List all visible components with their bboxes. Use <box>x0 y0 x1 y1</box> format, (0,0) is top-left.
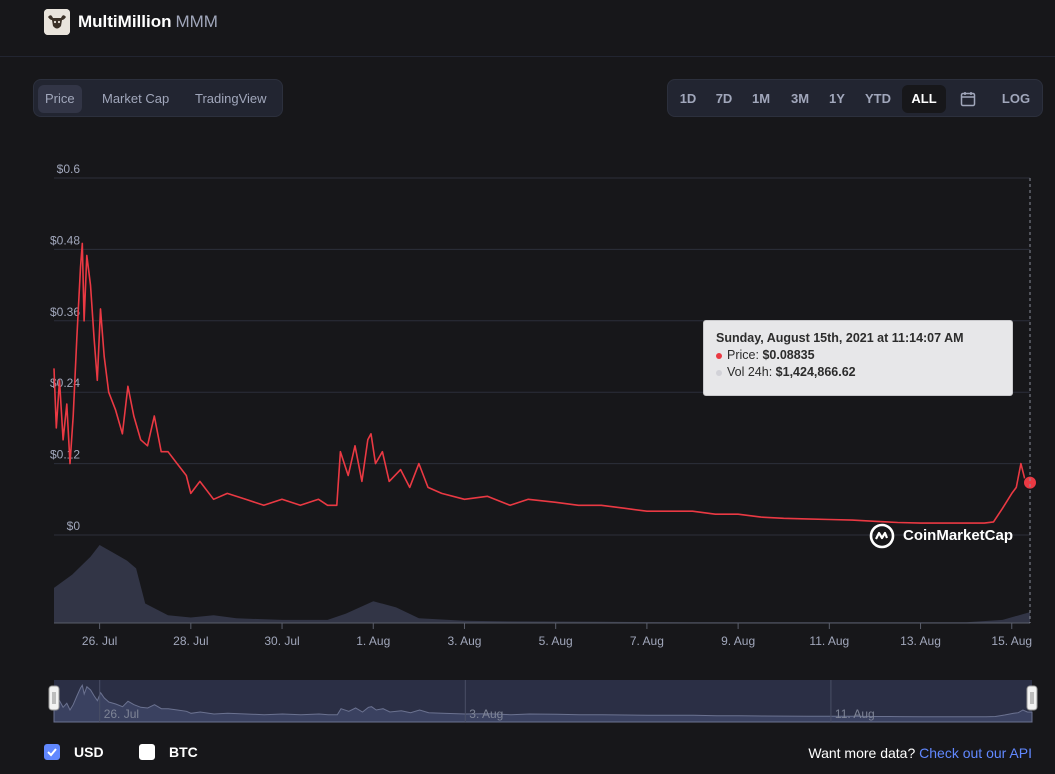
btc-checkbox[interactable] <box>139 744 155 760</box>
range-3m-button[interactable]: 3M <box>790 91 810 106</box>
usd-label: USD <box>74 744 104 760</box>
navigator-series <box>53 684 1033 723</box>
range-1d-button[interactable]: 1D <box>679 91 697 106</box>
navigator-right-handle[interactable] <box>1026 685 1038 711</box>
price-dot-icon <box>716 352 722 359</box>
y-tick-label: $0.6 <box>57 162 81 176</box>
coin-symbol: MMM <box>175 12 218 31</box>
volume-dot-icon <box>716 369 722 376</box>
tooltip-price-value: $0.08835 <box>762 348 815 362</box>
x-tick-label: 30. Jul <box>264 634 299 648</box>
x-tick-label: 1. Aug <box>356 634 390 648</box>
calendar-button[interactable] <box>953 85 983 113</box>
navigator-area <box>53 684 1033 723</box>
log-scale-button[interactable]: LOG <box>1001 91 1031 106</box>
tooltip-price-row: Price: $0.08835 <box>716 348 1012 362</box>
tab-market-cap[interactable]: Market Cap <box>102 91 170 106</box>
x-tick-label: 9. Aug <box>721 634 755 648</box>
coin-name: MultiMillion <box>78 12 172 31</box>
x-tick-label: 15. Aug <box>991 634 1032 648</box>
y-tick-label: $0.36 <box>50 305 80 319</box>
price-tooltip: Sunday, August 15th, 2021 at 11:14:07 AM… <box>703 320 1013 396</box>
watermark-text: CoinMarketCap <box>903 527 1014 544</box>
coinmarketcap-watermark: CoinMarketCap <box>868 522 1013 550</box>
range-1m-button[interactable]: 1M <box>751 91 771 106</box>
navigator-axis: 26. Jul 3. Aug 11. Aug <box>99 680 875 722</box>
y-tick-label: $0.12 <box>50 448 80 462</box>
tooltip-price-label: Price: <box>727 348 759 362</box>
btc-label: BTC <box>169 744 198 760</box>
range-all-button[interactable]: ALL <box>902 85 946 113</box>
coin-header: MultiMillion MMM <box>0 0 1055 57</box>
x-tick-label: 26. Jul <box>82 634 117 648</box>
price-line-group <box>53 242 1037 524</box>
range-navigator[interactable]: 26. Jul 3. Aug 11. Aug <box>0 676 1055 726</box>
tooltip-volume-label: Vol 24h: <box>727 365 773 379</box>
price-chart[interactable]: $0 $0.12 $0.24 $0.36 $0.48 $0.6 26. Jul 28. Ju… <box>0 160 1055 660</box>
navigator-tick-label: 26. Jul <box>104 707 139 721</box>
tooltip-volume-value: $1,424,866.62 <box>775 365 856 379</box>
check-icon <box>47 748 57 757</box>
price-line <box>53 242 1031 524</box>
api-promo: Want more data? Check out our API <box>808 745 1032 761</box>
x-tick-label: 3. Aug <box>447 634 481 648</box>
range-ytd-button[interactable]: YTD <box>865 91 891 106</box>
coinmarketcap-logo-icon <box>869 523 895 549</box>
range-1y-button[interactable]: 1Y <box>829 91 845 106</box>
tooltip-date: Sunday, August 15th, 2021 at 11:14:07 AM <box>716 331 964 345</box>
tooltip-volume-row: Vol 24h: $1,424,866.62 <box>716 365 1012 379</box>
chart-type-tabs: Price Market Cap TradingView <box>33 79 283 117</box>
x-tick-label: 7. Aug <box>630 634 664 648</box>
range-selector: 1D 7D 1M 3M 1Y YTD ALL LOG <box>667 79 1043 117</box>
x-tick-label: 5. Aug <box>539 634 573 648</box>
volume-area-group <box>54 545 1030 623</box>
usd-checkbox[interactable] <box>44 744 60 760</box>
y-tick-label: $0.24 <box>50 376 80 390</box>
volume-area <box>54 545 1030 623</box>
tab-price[interactable]: Price <box>38 85 82 113</box>
coin-title: MultiMillion MMM <box>78 12 218 32</box>
x-tick-label: 11. Aug <box>809 634 849 648</box>
navigator-tick-label: 3. Aug <box>469 707 503 721</box>
navigator-tick-label: 11. Aug <box>835 707 875 721</box>
navigator-left-handle[interactable] <box>48 685 60 711</box>
y-tick-label: $0.48 <box>50 233 80 247</box>
range-7d-button[interactable]: 7D <box>715 91 733 106</box>
price-current-point <box>1023 475 1037 490</box>
calendar-icon <box>960 92 976 107</box>
x-tick-label: 13. Aug <box>900 634 941 648</box>
y-tick-label: $0 <box>67 519 81 533</box>
x-tick-label: 28. Jul <box>173 634 208 648</box>
coin-logo-icon <box>44 9 70 35</box>
tab-tradingview[interactable]: TradingView <box>195 91 267 106</box>
api-link[interactable]: Check out our API <box>919 745 1032 761</box>
y-axis: $0 $0.12 $0.24 $0.36 $0.48 $0.6 <box>50 162 80 533</box>
x-axis: 26. Jul 28. Jul 30. Jul 1. Aug 3. Aug 5. Aug 7… <box>54 622 1032 648</box>
api-prompt: Want more data? <box>808 745 916 761</box>
